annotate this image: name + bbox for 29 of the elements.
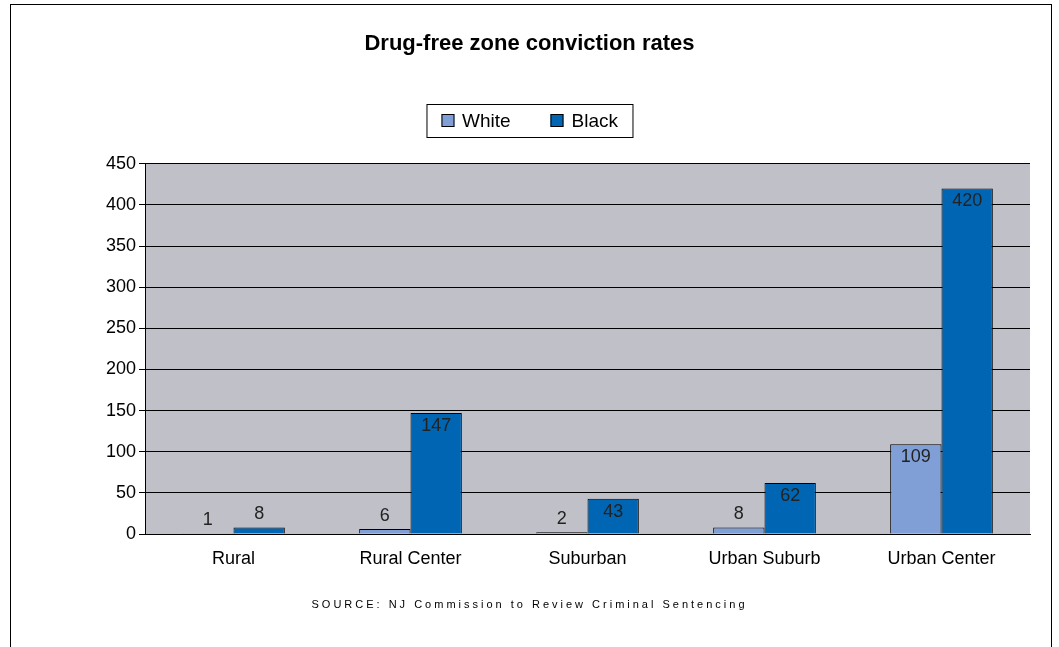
x-tick-label: Urban Center xyxy=(887,547,996,568)
legend-label: White xyxy=(461,110,511,132)
data-label: 8 xyxy=(254,503,265,524)
y-tick-label: 50 xyxy=(115,481,136,502)
chart-title: Drug-free zone conviction rates xyxy=(363,30,696,56)
y-tick-label: 0 xyxy=(125,522,136,543)
y-tick-label: 450 xyxy=(105,152,136,173)
y-tick-label: 200 xyxy=(105,358,136,379)
y-tick-label: 400 xyxy=(105,193,136,214)
data-label: 43 xyxy=(603,500,624,521)
legend-label: Black xyxy=(570,110,619,132)
y-tick-label: 100 xyxy=(105,440,136,461)
x-tick-label: Rural Center xyxy=(359,547,462,568)
source-note: SOURCE: NJ Commission to Review Criminal Sentencing xyxy=(310,598,749,610)
data-label: 420 xyxy=(952,190,983,211)
y-tick-label: 250 xyxy=(105,317,136,338)
data-label: 6 xyxy=(379,505,390,526)
data-label: 147 xyxy=(421,415,452,436)
x-tick-label: Urban Suburb xyxy=(708,547,821,568)
data-label: 8 xyxy=(733,503,744,524)
data-label: 109 xyxy=(900,446,931,467)
y-tick-label: 150 xyxy=(105,399,136,420)
x-tick-label: Rural xyxy=(211,547,256,568)
data-label: 62 xyxy=(780,484,801,505)
data-label: 2 xyxy=(556,508,567,529)
y-tick-label: 350 xyxy=(105,235,136,256)
x-tick-label: Suburban xyxy=(548,547,627,568)
y-tick-label: 300 xyxy=(105,276,136,297)
data-label: 1 xyxy=(202,509,213,530)
